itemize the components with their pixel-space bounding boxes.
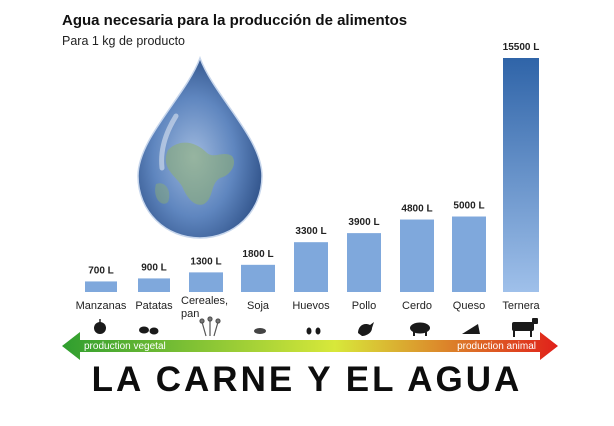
value-label: 900 L [141, 262, 167, 273]
wheat-icon [199, 316, 221, 337]
category-label: Cereales, pan [181, 295, 228, 320]
category-label: Queso [453, 300, 485, 312]
animal-label: production animal [457, 341, 536, 352]
value-label: 15500 L [503, 42, 540, 53]
category-label: Soja [247, 300, 270, 312]
apple-icon [94, 319, 106, 334]
category-label: Huevos [292, 300, 330, 312]
headline: LA CARNE Y EL AGUA [91, 360, 523, 399]
value-label: 1300 L [190, 256, 221, 267]
bar-manzanas [85, 281, 117, 292]
category-label: Ternera [502, 300, 540, 312]
value-label: 5000 L [453, 201, 484, 212]
pig-icon [410, 322, 430, 336]
cheese-icon [462, 324, 480, 334]
vegetal-label: production vegetal [84, 341, 166, 352]
chart-title: Agua necesaria para la producción de ali… [62, 12, 408, 29]
value-label: 3900 L [348, 217, 379, 228]
value-label: 3300 L [295, 226, 326, 237]
bar-pollo [347, 233, 381, 292]
bar-ternera [503, 58, 539, 292]
chart-subtitle: Para 1 kg de producto [62, 34, 185, 48]
bar-huevos [294, 242, 328, 292]
bar-queso [452, 216, 486, 292]
category-label: Manzanas [76, 300, 127, 312]
cow-icon [512, 318, 538, 337]
value-label: 4800 L [401, 204, 432, 215]
soybean-icon [254, 328, 266, 334]
water-drop-globe-icon [137, 55, 263, 239]
bar-cerdo [400, 219, 434, 292]
bar-soja [241, 264, 275, 292]
value-label: 700 L [88, 265, 114, 276]
bar-cereales-pan [189, 272, 223, 292]
vegetal-animal-arrow: production vegetal production animal [62, 332, 558, 360]
category-label: Patatas [135, 300, 173, 312]
chicken-icon [358, 322, 374, 336]
bar-patatas [138, 278, 170, 292]
value-label: 1800 L [242, 249, 273, 260]
eggs-icon [306, 327, 321, 335]
category-label: Cerdo [402, 300, 432, 312]
potatoes-icon [139, 326, 159, 335]
category-label: Pollo [352, 300, 376, 312]
